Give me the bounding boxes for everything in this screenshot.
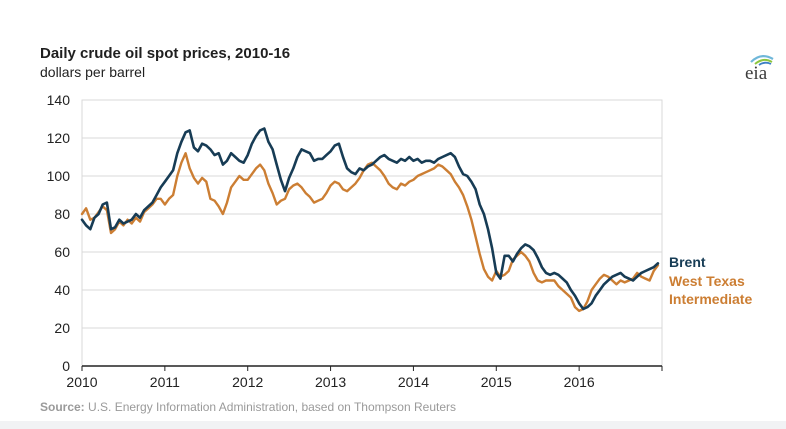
x-tick-label: 2010: [66, 374, 97, 390]
y-tick-label: 80: [54, 206, 70, 222]
x-tick-label: 2014: [398, 374, 429, 390]
x-tick-label: 2016: [564, 374, 595, 390]
series-line-wti: [80, 151, 660, 313]
axes: 0 20 40 60 80 100 120 140 2010 2011 2012 2013 2014 20…: [47, 92, 663, 390]
eia-logo-arcs: [750, 55, 774, 66]
legend-brent: Brent: [669, 254, 706, 270]
y-tick-label: 60: [54, 244, 70, 260]
eia-logo-text: eia: [745, 63, 768, 84]
grid: [81, 99, 663, 367]
y-tick-label: 120: [47, 130, 71, 146]
x-tick-label: 2015: [481, 374, 512, 390]
bottom-band: [0, 421, 786, 429]
chart-title: Daily crude oil spot prices, 2010-16: [40, 45, 291, 62]
x-tick-label: 2011: [150, 374, 180, 390]
y-tick-label: 40: [54, 282, 70, 298]
legend-wti-line2: Intermediate: [669, 291, 753, 307]
x-tick-label: 2012: [232, 374, 263, 390]
y-tick-label: 100: [47, 168, 71, 184]
y-tick-label: 0: [62, 358, 70, 374]
series-lines: [80, 127, 660, 313]
source-note: Source: U.S. Energy Information Administ…: [40, 400, 456, 414]
plot-frame: [81, 99, 663, 367]
y-tick-label: 140: [47, 92, 71, 108]
source-label: Source:: [40, 400, 85, 414]
chart-subtitle: dollars per barrel: [40, 64, 146, 80]
source-text: U.S. Energy Information Administration, …: [88, 400, 456, 414]
y-tick-label: 20: [54, 320, 70, 336]
legend-wti-line1: West Texas: [669, 273, 745, 289]
x-tick-label: 2013: [315, 374, 346, 390]
series-line-brent: [80, 127, 660, 311]
